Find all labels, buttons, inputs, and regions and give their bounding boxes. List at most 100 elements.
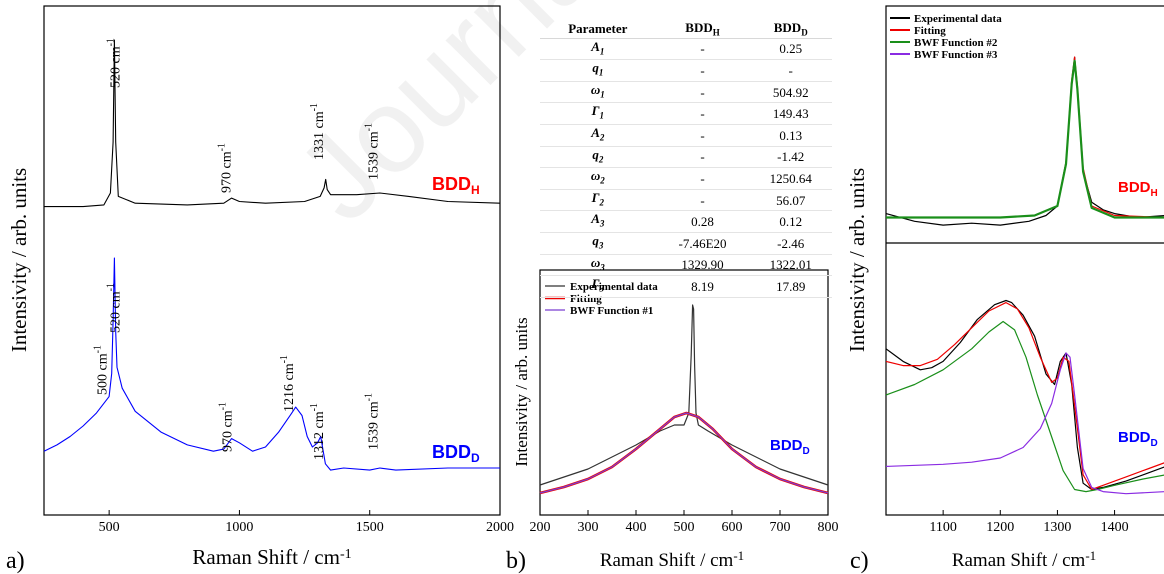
panel-b-x-tick-label: 200 [530, 520, 551, 535]
panel-c-bottom-series-line [885, 320, 1164, 493]
panel-a-y-label: Intensivity / arb. units [7, 168, 31, 352]
panel-b-x-tick-label: 600 [722, 520, 743, 535]
table-row: ω2-1250.64 [540, 167, 832, 190]
panel-c-series [885, 56, 1164, 495]
table-cell-bddh: - [655, 102, 750, 125]
table-cell-bddd: 0.13 [749, 124, 832, 147]
table-row: q3 -7.46E20 -2.46 [540, 232, 832, 255]
table-cell-parameter: A2 [540, 124, 656, 147]
table-cell-bddh: - [655, 146, 750, 169]
table-cell-bddd: 149.43 [749, 102, 832, 125]
table-cell-parameter: ω1 [540, 81, 656, 104]
table-cell-bddd: 1322.01 [749, 254, 832, 277]
peak-annotation: 970 cm-1 [216, 143, 234, 193]
peak-annotation: 520 cm-1 [106, 283, 124, 333]
panel-c-bottom-series-label: BDDD [1118, 429, 1158, 449]
peak-annotation: 500 cm-1 [93, 345, 111, 395]
table-cell-parameter: q3 [540, 232, 656, 255]
panel-a-x-tick-label: 1000 [225, 520, 253, 535]
panel-b-x-tick-label: 700 [770, 520, 791, 535]
table-cell-parameter: q1 [540, 59, 656, 82]
table-header-row: Parameter BDDH BDDD [540, 20, 832, 39]
series-bddd-line [43, 257, 500, 471]
series-label-bddh: BDDH [432, 174, 480, 197]
panel-c-frame [885, 5, 1164, 516]
panel-b-x-tick-label: 500 [674, 520, 695, 535]
table-cell-parameter: Γ3 [540, 275, 656, 298]
panel-a-x-tick-label: 1500 [356, 520, 384, 535]
table-cell-parameter: Γ1 [540, 102, 656, 125]
panel-c-label: c) [850, 548, 869, 574]
table-header-bddd: BDDD [749, 20, 832, 39]
legend-label: Fitting [914, 25, 946, 37]
table-cell-bddh: 0.28 [655, 210, 750, 233]
panel-a-label: a) [6, 548, 25, 574]
table-row: Γ2-56.07 [540, 189, 832, 212]
panel-b-series-line [539, 412, 829, 494]
panel-c-x-tick-label: 1200 [986, 520, 1014, 535]
panel-a-series [43, 39, 501, 471]
table-row: A2-0.13 [540, 124, 832, 147]
panel-c-x-label: Raman Shift / cm-1 [952, 548, 1096, 571]
legend-label: Experimental data [914, 13, 1002, 25]
table-cell-bddh: - [655, 38, 750, 61]
panel-b-series-label: BDDD [770, 437, 810, 457]
table-cell-bddh: - [655, 81, 750, 104]
parameter-table: Parameter BDDH BDDD A1-0.25 q1- - ω1-504.92… [540, 20, 832, 298]
table-header-bddh: BDDH [655, 20, 750, 39]
panel-a-x-tick-label: 2000 [486, 520, 514, 535]
panel-a-x-tick-label: 500 [99, 520, 120, 535]
table-row: q2- -1.42 [540, 146, 832, 169]
panel-b-y-label: Intensivity / arb. units [512, 317, 531, 466]
legend-label: BWF Function #1 [570, 305, 653, 317]
panel-c-x-tick-label: 1400 [1101, 520, 1129, 535]
panel-a-frame [43, 5, 501, 516]
table-cell-bddh: -7.46E20 [655, 232, 750, 255]
panel-c-bottom-series-line [885, 302, 1164, 491]
table-cell-bddd: 1250.64 [749, 167, 832, 190]
series-label-bddd: BDDD [432, 442, 480, 465]
table-row: ω1-504.92 [540, 81, 832, 104]
table-row: Γ1-149.43 [540, 102, 832, 125]
table-row: A1-0.25 [540, 38, 832, 61]
panel-c-x-tick-label: 1100 [929, 520, 956, 535]
panel-b-x-tick-label: 800 [818, 520, 839, 535]
table-row: A3 0.28 0.12 [540, 210, 832, 233]
panel-c-top-series-line [885, 56, 1164, 226]
table-cell-bddd: -1.42 [749, 146, 832, 169]
table-cell-parameter: q2 [540, 146, 656, 169]
table-cell-bddh: - [655, 59, 750, 82]
panel-b-x-tick-label: 300 [578, 520, 599, 535]
peak-annotation: 1216 cm-1 [279, 355, 297, 412]
legend-label: BWF Function #2 [914, 37, 998, 49]
panel-a-x-label: Raman Shift / cm-1 [192, 545, 351, 569]
panel-c-x-tick-label: 1300 [1043, 520, 1071, 535]
table-row: q1- - [540, 59, 832, 82]
table-cell-bddd: 0.25 [749, 38, 832, 61]
panel-b-series [539, 304, 829, 495]
table-cell-bddd: - [749, 59, 832, 82]
panel-c-bottom-series-line [885, 299, 1164, 491]
panel-c-top-series-label: BDDH [1118, 179, 1158, 199]
table-cell-bddd: 0.12 [749, 210, 832, 233]
panel-b-label: b) [506, 548, 526, 574]
table-cell-bddd: 56.07 [749, 189, 832, 212]
table-cell-bddh: - [655, 167, 750, 190]
peak-annotation: 1331 cm-1 [309, 103, 327, 160]
table-cell-bddh: - [655, 124, 750, 147]
series-bddh-line [44, 39, 501, 208]
table-cell-bddh: 1329.90 [655, 254, 750, 277]
table-cell-parameter: Γ2 [540, 189, 656, 212]
peak-annotation: 970 cm-1 [218, 402, 236, 452]
peak-annotation: 520 cm-1 [106, 38, 124, 88]
table-cell-bddd: -2.46 [749, 232, 832, 255]
table-cell-bddd: 17.89 [749, 275, 832, 298]
panel-c-top-series-line [886, 59, 1164, 219]
table-row: Γ3 8.19 17.89 [540, 275, 832, 298]
peak-annotation: 1539 cm-1 [364, 123, 382, 180]
panel-c-y-label: Intensivity / arb. units [845, 168, 869, 352]
table-cell-bddh: 8.19 [655, 275, 750, 298]
peak-annotation: 1539 cm-1 [364, 393, 382, 450]
table-header-parameter: Parameter [540, 20, 656, 39]
